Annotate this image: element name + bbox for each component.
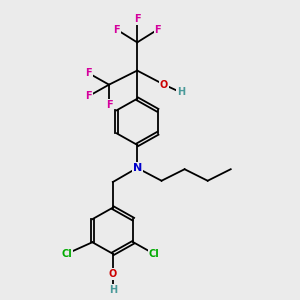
Text: N: N (133, 163, 142, 173)
Text: F: F (154, 25, 161, 34)
Text: F: F (85, 91, 92, 101)
Text: F: F (134, 14, 140, 24)
Text: O: O (109, 269, 117, 279)
Text: F: F (106, 100, 112, 110)
Text: H: H (109, 285, 117, 295)
Text: Cl: Cl (148, 249, 159, 259)
Text: Cl: Cl (61, 249, 72, 259)
Text: F: F (113, 25, 120, 34)
Text: O: O (160, 80, 168, 90)
Text: H: H (177, 87, 185, 97)
Text: F: F (85, 68, 92, 78)
